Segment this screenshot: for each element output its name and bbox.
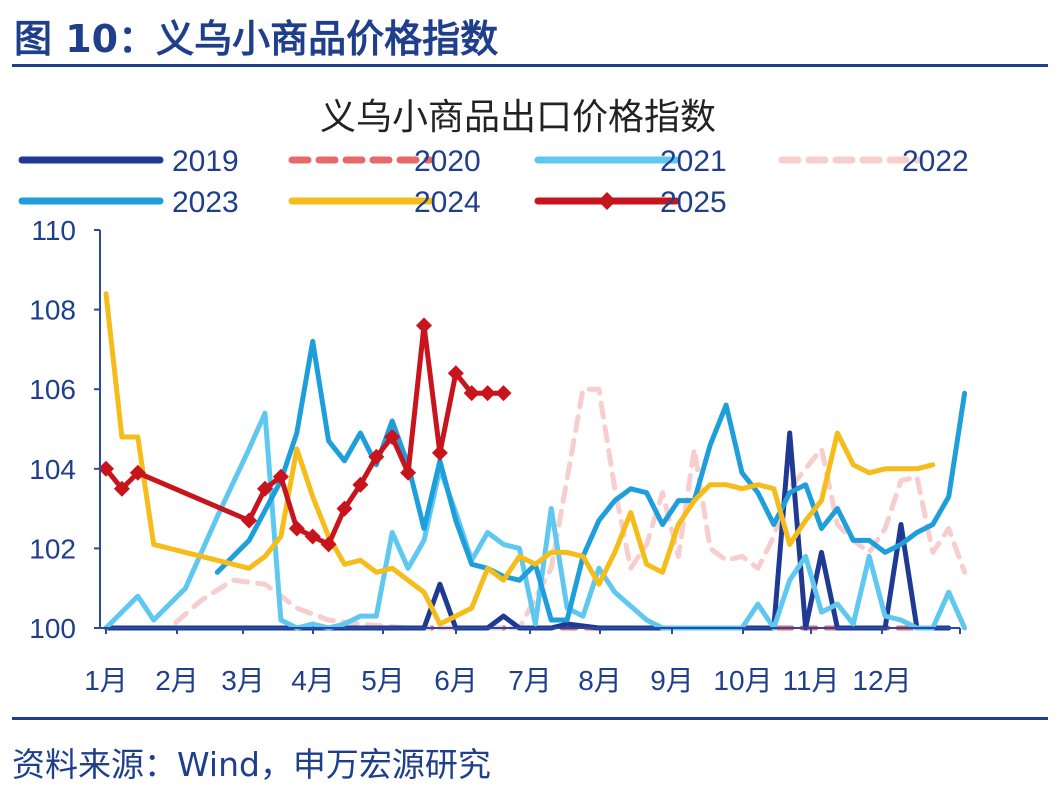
data-point-2025 [320,536,337,553]
data-point-2025 [98,460,114,477]
x-tick-label: 3月 [221,665,265,696]
legend-label-2020: 2020 [414,145,481,178]
x-tick-label: 12月 [852,665,911,696]
y-tick-label: 108 [29,295,76,326]
legend-label-2025: 2025 [660,186,727,219]
data-point-2025 [241,512,258,529]
data-point-2025 [368,448,385,465]
data-point-2025 [384,428,401,445]
y-tick-label: 104 [29,454,76,485]
data-point-2025 [447,365,464,382]
x-tick-label: 9月 [650,665,694,696]
data-point-2025 [352,476,369,493]
data-point-2025 [113,480,130,497]
x-tick-label: 10月 [713,665,772,696]
data-point-2025 [288,520,305,537]
x-tick-label: 4月 [291,665,335,696]
data-point-2025 [431,444,448,461]
data-point-2025 [272,468,289,485]
legend-label-2021: 2021 [660,145,727,178]
figure-title: 图 10：义乌小商品价格指数 [14,17,499,61]
data-point-2025 [463,385,480,402]
x-tick-label: 1月 [84,665,128,696]
legend-label-2022: 2022 [902,145,969,178]
data-point-2025 [257,480,273,497]
data-point-2025 [336,500,353,517]
series-line-2023 [214,338,968,623]
y-tick-label: 106 [29,374,76,405]
top-rule [12,64,1048,67]
y-tick-label: 100 [29,613,76,644]
data-point-2025 [400,464,417,481]
legend: 2019 2020 2021 2022 2023 2024 2025 [18,145,969,219]
data-point-2025 [129,464,146,481]
legend-label-2019: 2019 [172,145,239,178]
yiwu-price-index-chart: 义乌小商品出口价格指数 2019 2020 2021 2022 2023 2024 2025… [18,96,969,696]
x-tick-label: 2月 [155,665,199,696]
data-point-2025 [479,385,496,402]
plot-area [98,291,968,631]
y-tick-label: 102 [29,533,76,564]
series-line-2024 [103,291,936,627]
data-point-2025 [495,385,512,402]
legend-label-2024: 2024 [414,186,481,219]
x-tick-label: 6月 [434,665,478,696]
legend-label-2023: 2023 [172,186,239,219]
x-tick-label: 5月 [361,665,405,696]
x-tick-label: 7月 [508,665,552,696]
source-note: 资料来源：Wind，申万宏源研究 [12,745,491,784]
axes: 100 102 104 106 108 110 1月 2月 3月 4月 5月 6月 7月 8月 9月 10月 1… [29,215,961,696]
data-point-2025 [304,528,321,545]
series-line-2025 [103,323,506,547]
x-tick-label: 8月 [578,665,622,696]
legend-marker-2025 [598,192,616,210]
y-tick-label: 110 [31,215,76,246]
bottom-rule [12,717,1048,720]
chart-title: 义乌小商品出口价格指数 [320,96,716,137]
x-tick-label: 11月 [782,665,839,696]
data-point-2025 [416,317,432,334]
